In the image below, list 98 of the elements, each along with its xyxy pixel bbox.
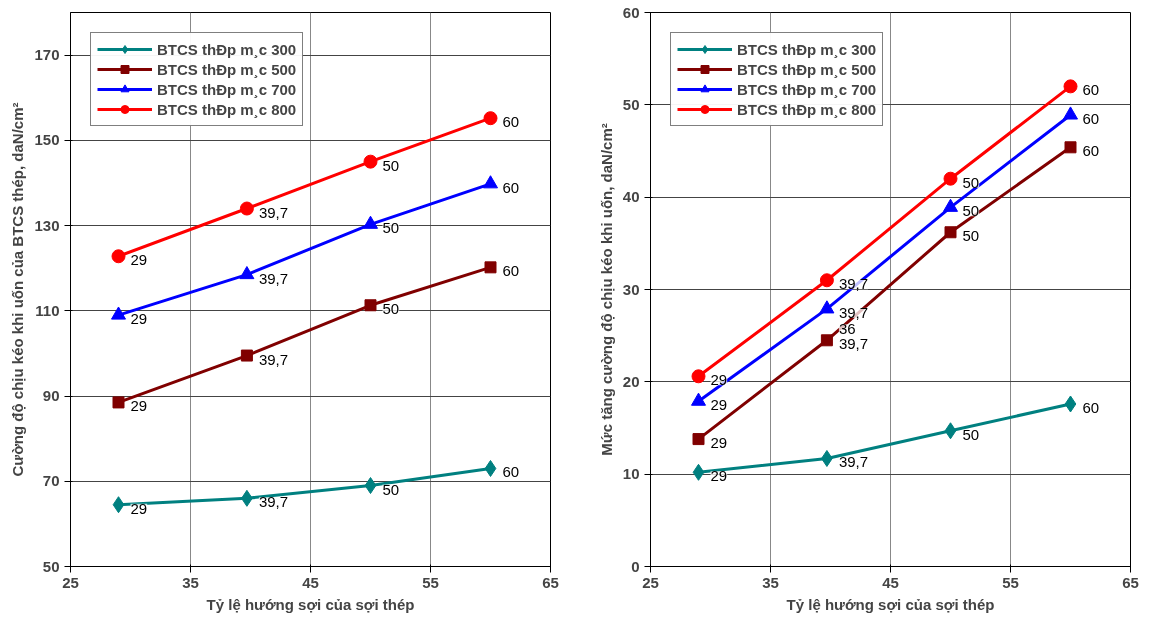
annotation: 29	[130, 499, 148, 517]
annotation: 39,7	[258, 350, 289, 368]
annotation: 60	[1082, 142, 1100, 160]
x-axis-title: Tỷ lệ hướng sợi của sợi thép	[786, 595, 995, 613]
y-tick-label: 50	[42, 557, 60, 575]
legend-label: BTCS thÐp m¸c 800	[157, 100, 297, 118]
point	[239, 201, 254, 216]
y-tick-label: 130	[34, 216, 60, 234]
annotation: 60	[502, 463, 520, 481]
x-tick-label: 35	[182, 573, 199, 591]
annotation: 39,7	[838, 335, 869, 353]
annotation: 50	[962, 425, 980, 443]
point	[944, 226, 957, 239]
y-tick-label: 60	[622, 3, 640, 21]
x-axis-title: Tỷ lệ hướng sợi của sợi thép	[206, 595, 415, 613]
annotation: 60	[502, 262, 520, 280]
annotation: 50	[382, 300, 400, 318]
annotation: 29	[710, 371, 728, 389]
y-tick-label: 110	[35, 301, 60, 319]
point	[484, 261, 497, 274]
y-tick-label: 170	[34, 46, 60, 64]
annotation: 60	[1082, 109, 1100, 127]
y-tick-label: 30	[622, 280, 640, 298]
y-axis-title: Cường độ chịu kéo khi uốn của BTCS thép, daN/cm²	[9, 102, 27, 477]
annotation: 29	[710, 467, 728, 485]
point	[363, 215, 378, 229]
y-axis-title: Mức tăng cường độ chịu kéo khi uốn, daN/cm²	[597, 123, 615, 456]
point	[111, 249, 126, 264]
annotation: 29	[710, 396, 728, 414]
annotation: 60	[1082, 81, 1100, 99]
annotation: 50	[962, 202, 980, 220]
x-tick-label: 25	[642, 573, 659, 591]
point	[943, 171, 958, 186]
annotation: 39,7	[258, 493, 289, 511]
annotation: 50	[382, 480, 400, 498]
point	[111, 306, 126, 320]
point	[363, 154, 378, 169]
annotation: 39,7	[838, 303, 869, 321]
annotation: 29	[710, 434, 728, 452]
annotation: 60	[502, 113, 520, 131]
legend-label: BTCS thÐp m¸c 800	[737, 100, 877, 118]
annotation: 50	[382, 219, 400, 237]
x-tick-label: 45	[882, 573, 899, 591]
point	[484, 459, 497, 477]
annotation: 29	[130, 397, 148, 415]
point	[112, 496, 125, 514]
legend-label: BTCS thÐp m¸c 500	[157, 60, 297, 78]
annotation: 60	[1082, 398, 1100, 416]
annotation: 36	[838, 320, 856, 338]
point	[1063, 106, 1078, 120]
point	[820, 334, 833, 347]
point	[943, 198, 958, 212]
annotation: 29	[130, 251, 148, 269]
legend-label: BTCS thÐp m¸c 300	[737, 40, 877, 58]
annotation: 39,7	[838, 275, 869, 293]
y-tick-label: 90	[42, 387, 60, 405]
x-tick-label: 65	[1122, 573, 1139, 591]
point	[240, 349, 253, 362]
y-tick-label: 40	[622, 188, 640, 206]
annotation: 39,7	[258, 269, 289, 287]
y-tick-label: 150	[34, 131, 60, 149]
point	[364, 299, 377, 312]
point	[819, 273, 834, 288]
annotation: 29	[130, 310, 148, 328]
y-tick-label: 50	[622, 95, 640, 113]
legend-label: BTCS thÐp m¸c 500	[737, 60, 877, 78]
y-tick-label: 0	[631, 557, 640, 575]
y-tick-label: 70	[42, 472, 60, 490]
x-tick-label: 35	[762, 573, 779, 591]
x-tick-label: 25	[62, 573, 79, 591]
point	[483, 111, 498, 126]
point	[239, 266, 255, 280]
annotation: 50	[962, 173, 980, 191]
x-tick-label: 55	[422, 573, 439, 591]
point	[483, 175, 498, 189]
point	[691, 369, 706, 384]
x-tick-label: 45	[302, 573, 319, 591]
y-tick-label: 10	[622, 465, 640, 483]
annotation: 39,7	[838, 453, 869, 471]
point	[692, 463, 705, 481]
legend-label: BTCS thÐp m¸c 300	[157, 40, 297, 58]
x-tick-label: 55	[1002, 573, 1019, 591]
point	[112, 396, 125, 409]
y-tick-label: 20	[622, 372, 640, 390]
point	[819, 300, 835, 314]
point	[944, 422, 957, 440]
point	[364, 477, 377, 495]
annotation: 39,7	[258, 203, 289, 221]
legend-label: BTCS thÐp m¸c 700	[737, 80, 877, 98]
annotation: 50	[962, 227, 980, 245]
legend-label: BTCS thÐp m¸c 700	[157, 80, 297, 98]
annotation: 60	[502, 178, 520, 196]
point	[692, 433, 705, 446]
x-tick-label: 65	[542, 573, 559, 591]
point	[1064, 141, 1077, 154]
point	[1064, 395, 1077, 413]
annotation: 50	[382, 156, 400, 174]
point	[1063, 79, 1078, 94]
